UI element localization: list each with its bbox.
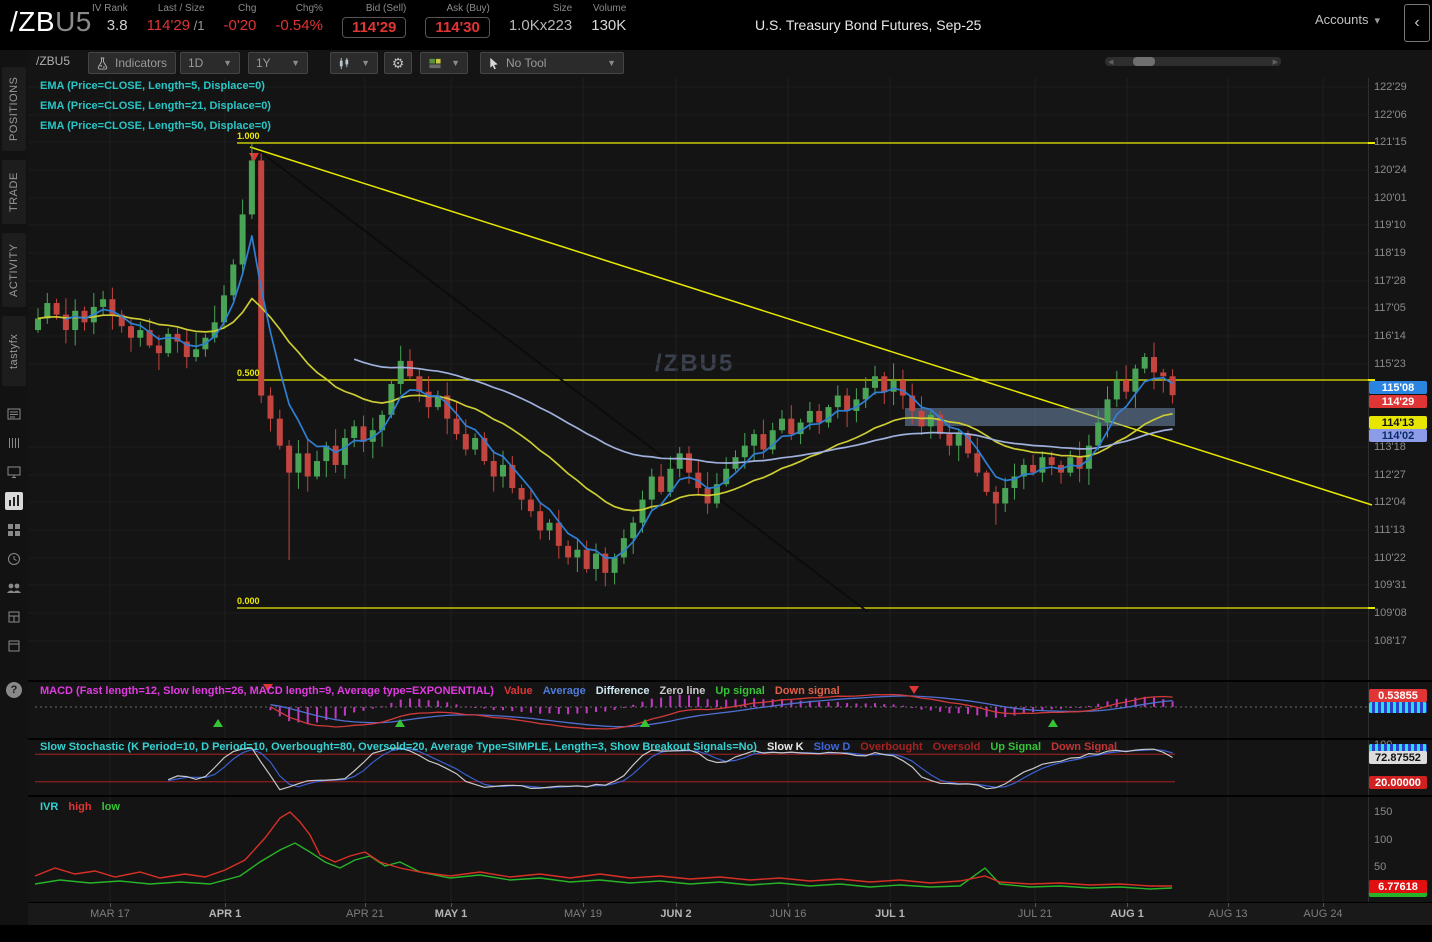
cursor-icon: [490, 57, 498, 69]
apps-grid-icon[interactable]: [5, 521, 23, 539]
scroll-right-arrow[interactable]: ▶: [1272, 59, 1278, 66]
quote-field-size: Size 1.0Kx223: [508, 3, 573, 34]
chart-toolbar: /ZBU5 Indicators 1D ▼ 1Y ▼ ▼ ⚙ ▼ No Tool ▼ …: [28, 50, 1432, 78]
candlestick-icon: [339, 57, 349, 69]
quote-field-ask-buy-[interactable]: Ask (Buy) 114'30: [425, 3, 490, 38]
layout-icon: [429, 58, 441, 68]
quote-field-bid-sell-[interactable]: Bid (Sell) 114'29: [341, 3, 407, 38]
scrollbar-thumb[interactable]: [1133, 57, 1155, 66]
instrument-description: U.S. Treasury Bond Futures, Sep-25: [755, 17, 982, 33]
chart-settings-button[interactable]: ⚙: [384, 52, 412, 74]
bottom-bar: [0, 925, 1432, 942]
watchlist-icon[interactable]: [5, 434, 23, 452]
price-axis[interactable]: [1368, 78, 1432, 902]
drawing-tool-dropdown[interactable]: No Tool ▼: [480, 52, 624, 74]
layout-grid-dropdown[interactable]: ▼: [420, 52, 468, 74]
scroll-left-arrow[interactable]: ◀: [1108, 59, 1114, 66]
chevron-down-icon: ▼: [223, 58, 232, 68]
chevron-down-icon: ▼: [451, 58, 460, 68]
panel-divider[interactable]: [28, 738, 1432, 740]
interval-dropdown[interactable]: 1D ▼: [180, 52, 240, 74]
chevron-down-icon: ▾: [1374, 15, 1380, 27]
panel-divider[interactable]: [28, 680, 1432, 682]
time-axis[interactable]: [28, 903, 1432, 925]
chart-symbol-input[interactable]: /ZBU5: [36, 54, 71, 68]
chevron-down-icon: ▼: [291, 58, 300, 68]
quote-header: /ZBU5 IV Rank 3.8 Last / Size 114'29 /1 Chg -…: [0, 0, 1432, 50]
symbol-contract-code: U5: [55, 6, 92, 37]
help-icon[interactable]: ?: [6, 682, 22, 698]
symbol-title: /ZBU5: [10, 6, 92, 37]
gear-icon: ⚙: [391, 54, 405, 71]
accounts-dropdown[interactable]: Accounts ▾: [1314, 12, 1380, 27]
window-icon[interactable]: [5, 637, 23, 655]
collapse-panel-button[interactable]: ‹: [1404, 4, 1430, 42]
chevron-down-icon: ▼: [361, 58, 370, 68]
quote-fields: IV Rank 3.8 Last / Size 114'29 /1 Chg -0'20 Ch…: [92, 3, 626, 38]
history-clock-icon[interactable]: [5, 550, 23, 568]
chart-horizontal-scrollbar[interactable]: ◀ ▶: [1105, 57, 1281, 66]
chevron-down-icon: ▼: [607, 58, 616, 68]
news-icon[interactable]: [5, 405, 23, 423]
chart-icon[interactable]: [5, 492, 23, 510]
quote-field-chg%: Chg% -0.54%: [275, 3, 323, 34]
monitor-icon[interactable]: [5, 463, 23, 481]
package-icon[interactable]: [5, 608, 23, 626]
quote-field-last-size: Last / Size 114'29 /1: [146, 3, 205, 34]
chart-type-dropdown[interactable]: ▼: [330, 52, 378, 74]
community-icon[interactable]: [5, 579, 23, 597]
range-dropdown[interactable]: 1Y ▼: [248, 52, 308, 74]
quote-field-volume: Volume 130K: [591, 3, 627, 34]
panel-divider[interactable]: [28, 795, 1432, 797]
quote-field-iv-rank: IV Rank 3.8: [92, 3, 128, 34]
beaker-icon: [97, 56, 108, 70]
indicators-button[interactable]: Indicators: [88, 52, 176, 74]
left-sidebar: POSITIONS TRADE ACTIVITY tastyfx ?: [0, 50, 28, 942]
quote-field-chg: Chg -0'20: [223, 3, 257, 34]
